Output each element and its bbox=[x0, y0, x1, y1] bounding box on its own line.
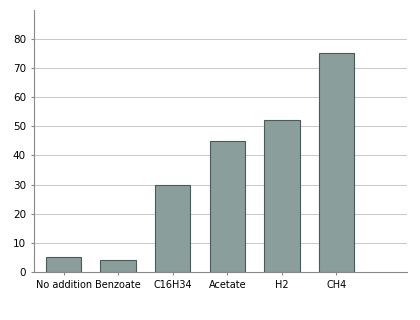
Bar bbox=[319, 53, 354, 272]
Bar bbox=[155, 185, 191, 272]
Bar bbox=[46, 257, 81, 272]
Bar bbox=[210, 141, 245, 272]
Bar bbox=[264, 120, 299, 272]
Bar bbox=[100, 260, 136, 272]
